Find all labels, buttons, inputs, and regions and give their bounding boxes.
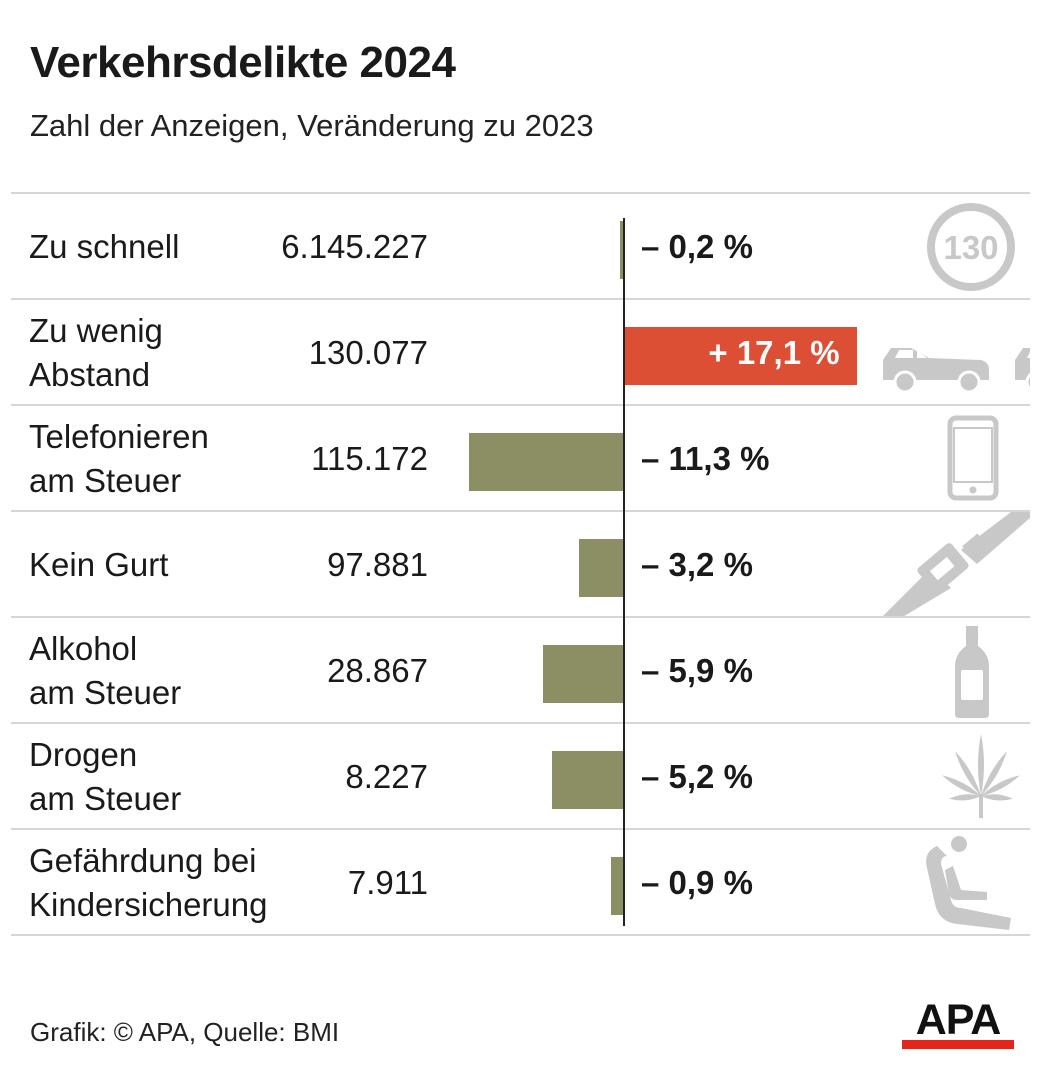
zero-axis-line	[623, 218, 625, 926]
speed-limit-130-icon: 130	[861, 194, 1030, 300]
change-label: – 0,2 %	[641, 228, 753, 265]
data-row: Drogen am Steuer 8.227 – 5,2 %	[11, 724, 1030, 830]
category-label: Zu schnell	[29, 228, 180, 265]
apa-logo: APA	[902, 996, 1014, 1052]
count-value: 28.867	[327, 652, 428, 689]
row-divider	[11, 192, 1030, 194]
bar-negative	[579, 539, 623, 597]
category-label: Zu wenig Abstand	[29, 312, 163, 393]
bar-positive	[624, 327, 857, 385]
bar-negative	[469, 433, 623, 491]
count-value: 97.881	[327, 546, 428, 583]
data-row: Kein Gurt 97.881 – 3,2 %	[11, 512, 1030, 618]
source-credit: Grafik: © APA, Quelle: BMI	[30, 1017, 340, 1047]
change-label: – 5,2 %	[641, 758, 753, 795]
row-divider	[11, 722, 1030, 724]
change-label: – 0,9 %	[641, 864, 753, 901]
bottle-icon	[861, 618, 1030, 724]
category-label: Drogen am Steuer	[29, 736, 182, 817]
row-divider	[11, 510, 1030, 512]
row-divider	[11, 934, 1030, 936]
bar-negative	[610, 857, 623, 915]
count-value: 130.077	[308, 334, 428, 371]
category-label: Kein Gurt	[29, 546, 169, 583]
change-label: – 3,2 %	[641, 546, 753, 583]
data-row: Gefährdung bei Kindersicherung 7.911 – 0,9…	[11, 830, 1030, 936]
count-value: 7.911	[347, 864, 428, 901]
row-divider	[11, 298, 1030, 300]
apa-logo-bar	[902, 1040, 1014, 1049]
data-row: Alkohol am Steuer 28.867 – 5,9 %	[11, 618, 1030, 724]
change-label: – 5,9 %	[641, 652, 753, 689]
speed-limit-number: 130	[943, 229, 998, 266]
row-divider	[11, 404, 1030, 406]
row-divider	[11, 828, 1030, 830]
category-label: Telefonieren am Steuer	[29, 418, 209, 499]
seatbelt-icon	[861, 512, 1030, 618]
count-value: 115.172	[311, 440, 428, 477]
data-row: Zu wenig Abstand 130.077 + 17,1 %	[11, 300, 1030, 406]
change-label: + 17,1 %	[708, 334, 840, 371]
apa-logo-text: APA	[915, 996, 1002, 1044]
data-row: Telefonieren am Steuer 115.172 – 11,3 %	[11, 406, 1030, 512]
bar-negative	[552, 751, 623, 809]
cars-icon	[861, 300, 1030, 406]
count-value: 8.227	[345, 758, 428, 795]
cannabis-leaf-icon	[861, 724, 1030, 830]
category-label: Gefährdung bei Kindersicherung	[29, 842, 268, 923]
chart-title: Verkehrsdelikte 2024	[30, 38, 456, 87]
count-value: 6.145.227	[281, 228, 428, 265]
bar-negative	[620, 221, 623, 279]
row-divider	[11, 616, 1030, 618]
change-label: – 11,3 %	[641, 440, 770, 477]
smartphone-icon	[861, 406, 1030, 512]
chart-subtitle: Zahl der Anzeigen, Veränderung zu 2023	[30, 108, 594, 143]
data-row: Zu schnell 6.145.227 – 0,2 % 130	[11, 194, 1030, 300]
child-seat-icon	[861, 830, 1030, 936]
bar-negative	[542, 645, 623, 703]
category-label: Alkohol am Steuer	[29, 630, 182, 711]
